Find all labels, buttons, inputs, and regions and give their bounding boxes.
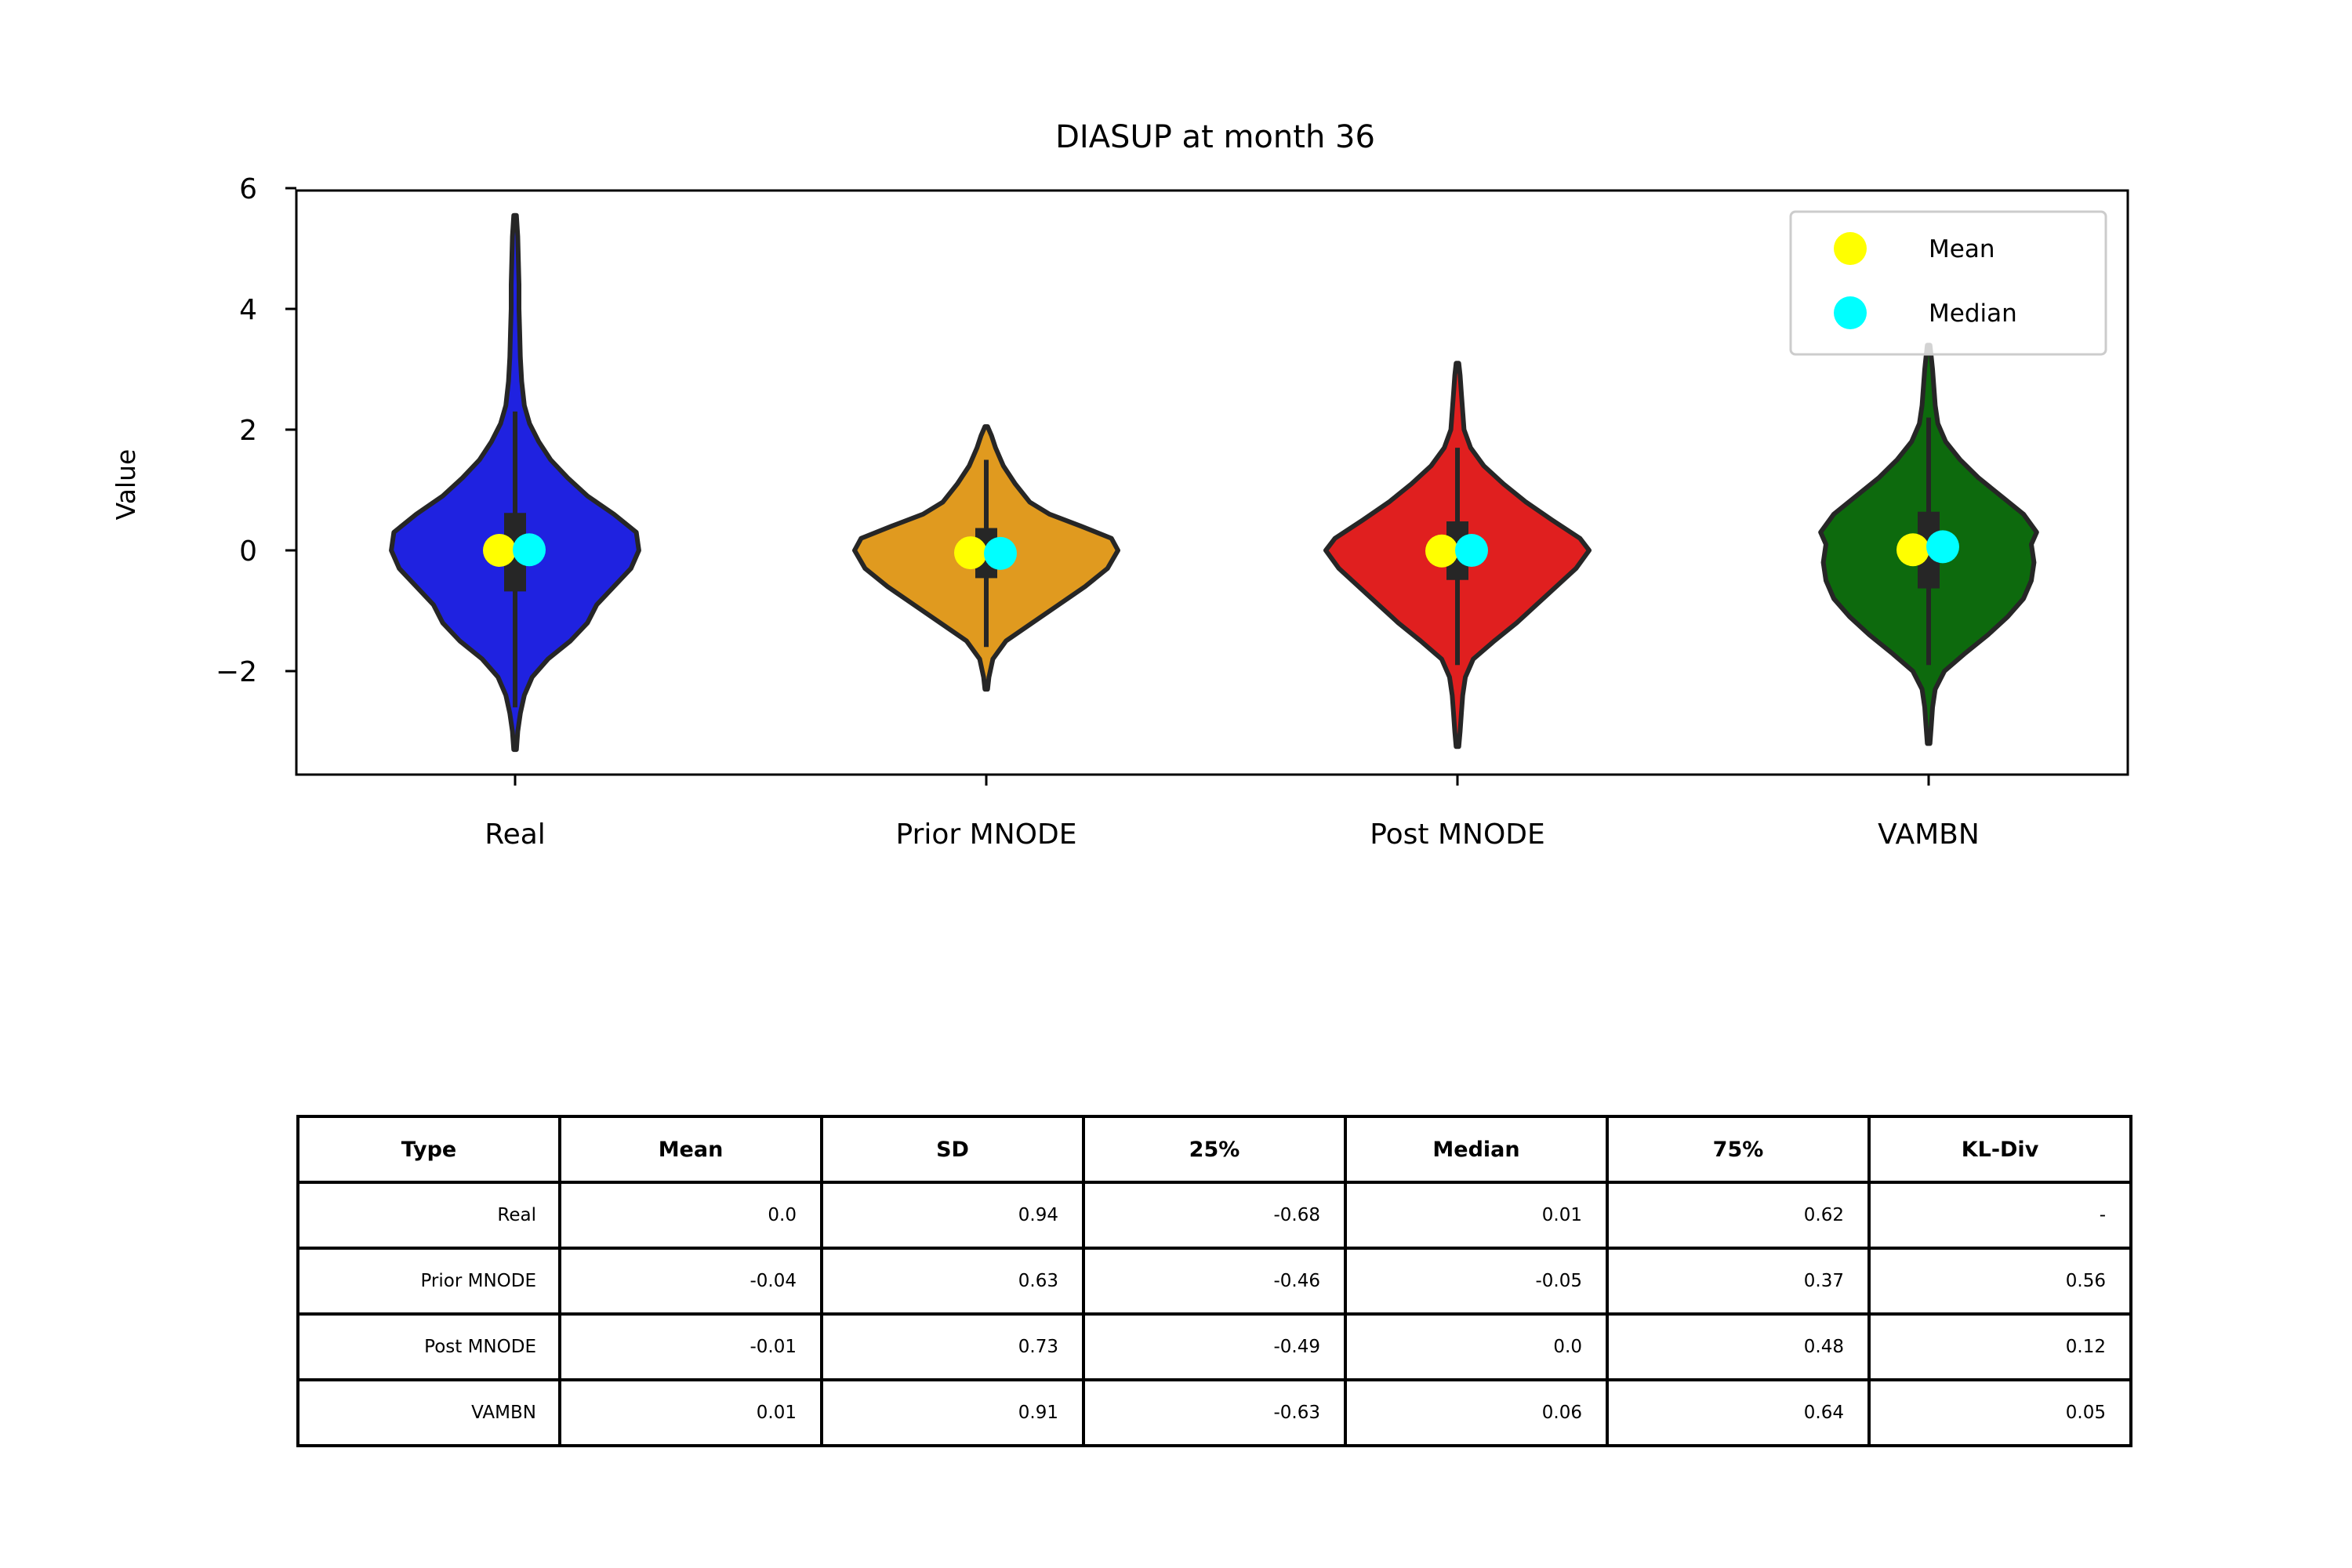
header-median: Median	[1344, 1115, 1609, 1184]
markers	[483, 530, 1959, 570]
cell-type: Prior MNODE	[296, 1247, 561, 1316]
table-row: VAMBN 0.01 0.91 -0.63 0.06 0.64 0.05	[296, 1378, 2132, 1447]
median-marker	[1926, 530, 1959, 564]
mean-marker	[483, 534, 516, 567]
median-marker	[1455, 534, 1488, 567]
mean-marker	[1896, 533, 1929, 567]
legend-label: Mean	[1929, 235, 1994, 263]
header-q1: 25%	[1082, 1115, 1347, 1184]
table-row: Prior MNODE -0.04 0.63 -0.46 -0.05 0.37 …	[296, 1247, 2132, 1316]
cell-median: 0.06	[1344, 1378, 1609, 1447]
cell-sd: 0.73	[820, 1312, 1085, 1381]
cell-kl-div: -	[1867, 1181, 2132, 1250]
cell-q3: 0.62	[1606, 1181, 1871, 1250]
cell-sd: 0.63	[820, 1247, 1085, 1316]
cell-q3: 0.48	[1606, 1312, 1871, 1381]
legend-mean-marker	[1834, 232, 1867, 265]
legend-median-marker	[1834, 296, 1867, 329]
cell-median: -0.05	[1344, 1247, 1609, 1316]
cell-type: VAMBN	[296, 1378, 561, 1447]
cell-q1: -0.68	[1082, 1181, 1347, 1250]
x-tick-label: Prior MNODE	[896, 818, 1077, 851]
x-tick-label: Real	[485, 818, 546, 851]
cell-mean: 0.0	[558, 1181, 823, 1250]
y-axis-ticks: −2 0 2 4 6	[216, 173, 296, 688]
cell-q1: -0.49	[1082, 1312, 1347, 1381]
header-type: Type	[296, 1115, 561, 1184]
y-tick-label: −2	[216, 656, 257, 688]
legend-box	[1789, 210, 2107, 356]
cell-kl-div: 0.56	[1867, 1247, 2132, 1316]
legend: Mean Median	[1789, 210, 2107, 356]
y-tick-label: 6	[239, 173, 257, 205]
x-axis-ticks: Real Prior MNODE Post MNODE VAMBN	[485, 775, 1980, 851]
header-mean: Mean	[558, 1115, 823, 1184]
cell-mean: 0.01	[558, 1378, 823, 1447]
stats-table: Type Mean SD 25% Median 75% KL-Div Real …	[296, 1115, 2132, 1447]
cell-kl-div: 0.12	[1867, 1312, 2132, 1381]
y-tick-label: 0	[239, 535, 257, 568]
header-q3: 75%	[1606, 1115, 1871, 1184]
cell-q1: -0.63	[1082, 1378, 1347, 1447]
header-kl-div: KL-Div	[1867, 1115, 2132, 1184]
cell-mean: -0.04	[558, 1247, 823, 1316]
median-marker	[984, 536, 1017, 570]
y-axis-label: Value	[111, 449, 141, 521]
cell-q1: -0.46	[1082, 1247, 1347, 1316]
cell-median: 0.01	[1344, 1181, 1609, 1250]
header-sd: SD	[820, 1115, 1085, 1184]
mean-marker	[954, 536, 987, 570]
cell-sd: 0.94	[820, 1181, 1085, 1250]
chart-title: DIASUP at month 36	[1055, 119, 1375, 155]
cell-median: 0.0	[1344, 1312, 1609, 1381]
cell-kl-div: 0.05	[1867, 1378, 2132, 1447]
x-tick-label: VAMBN	[1878, 818, 1980, 851]
cell-sd: 0.91	[820, 1378, 1085, 1447]
table-row: Post MNODE -0.01 0.73 -0.49 0.0 0.48 0.1…	[296, 1312, 2132, 1381]
cell-mean: -0.01	[558, 1312, 823, 1381]
legend-label: Median	[1929, 299, 2017, 328]
y-tick-label: 2	[239, 415, 257, 447]
cell-q3: 0.37	[1606, 1247, 1871, 1316]
table-row: Real 0.0 0.94 -0.68 0.01 0.62 -	[296, 1181, 2132, 1250]
x-tick-label: Post MNODE	[1370, 818, 1545, 851]
plot-frame	[295, 189, 2129, 776]
table-header-row: Type Mean SD 25% Median 75% KL-Div	[296, 1115, 2132, 1184]
y-tick-label: 4	[239, 294, 257, 326]
cell-q3: 0.64	[1606, 1378, 1871, 1447]
cell-type: Real	[296, 1181, 561, 1250]
mean-marker	[1425, 534, 1458, 568]
median-marker	[513, 533, 546, 567]
cell-type: Post MNODE	[296, 1312, 561, 1381]
